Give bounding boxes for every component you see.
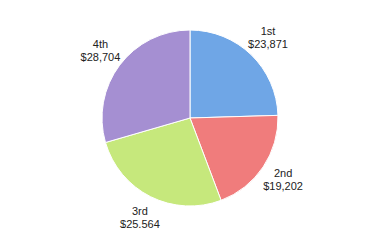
svg-text:2nd$19,202: 2nd$19,202 [263,167,303,192]
svg-text:4th$28,704: 4th$28,704 [81,38,121,63]
svg-text:3rd$25,564: 3rd$25,564 [120,205,160,228]
svg-text:1st$23,871: 1st$23,871 [248,25,288,50]
